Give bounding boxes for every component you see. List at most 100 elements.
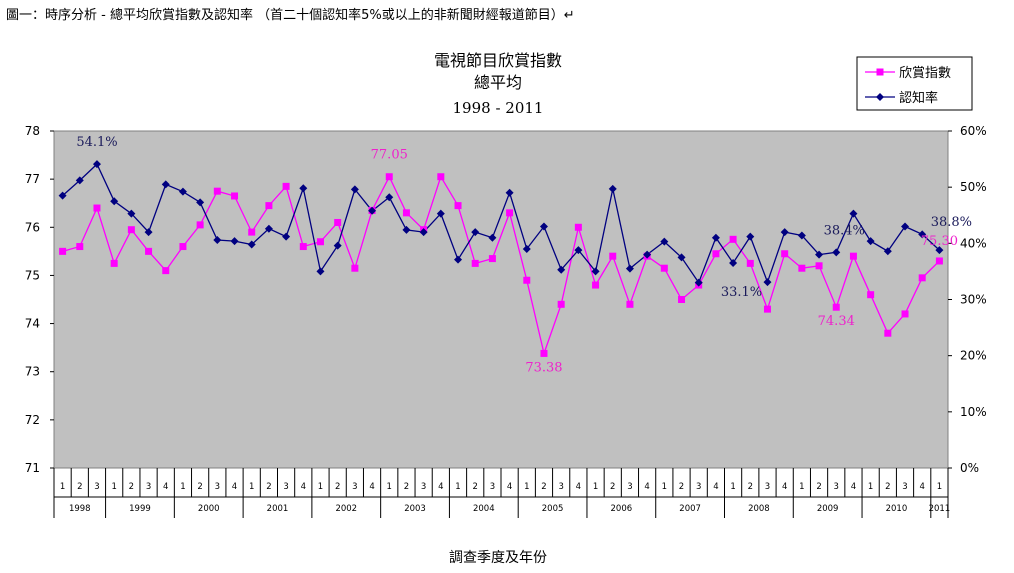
appreciation-index-point (781, 250, 789, 258)
x-quarter-label: 1 (662, 482, 667, 492)
awareness-rate-point (677, 253, 686, 262)
x-quarter-label: 3 (490, 482, 495, 492)
x-quarter-label: 1 (593, 482, 598, 492)
awareness-rate-point (419, 228, 428, 237)
appreciation-index-point (248, 228, 256, 236)
y-tick-label: 76 (25, 220, 40, 234)
awareness-rate-point (557, 265, 566, 274)
appreciation-index-point (918, 274, 926, 282)
figure-caption: 圖一：時序分析 - 總平均欣賞指數及認知率 （首二十個認知率5%或以上的非新聞財… (6, 8, 575, 23)
x-quarter-label: 2 (473, 482, 478, 492)
awareness-rate-point (230, 237, 239, 246)
y-tick-label: 72 (25, 413, 40, 427)
x-quarter-label: 1 (937, 482, 942, 492)
x-year-label: 2005 (542, 504, 564, 514)
y-tick-label: 78 (25, 124, 40, 138)
x-quarter-label: 4 (851, 482, 856, 492)
appreciation-index-point (746, 259, 754, 267)
x-quarter-label: 1 (387, 482, 392, 492)
chart-title: 電視節目欣賞指數 (434, 51, 562, 70)
x-year-label: 2000 (198, 504, 220, 514)
y-tick-label: 73 (25, 365, 40, 379)
data-label: 33.1% (721, 285, 762, 300)
appreciation-index-point (849, 252, 857, 260)
appreciation-index-point (815, 262, 823, 270)
awareness-rate-point (454, 255, 463, 264)
data-label: 38.4% (824, 223, 865, 238)
x-quarter-label: 3 (902, 482, 907, 492)
y2-tick-label: 60% (960, 124, 987, 138)
x-quarter-label: 3 (627, 482, 632, 492)
awareness-rate-point (75, 176, 84, 185)
x-year-label: 2011 (929, 504, 951, 514)
awareness-rate-point (92, 160, 101, 169)
awareness-rate-point (849, 209, 858, 218)
appreciation-index-point (437, 173, 445, 181)
x-quarter-label: 1 (799, 482, 804, 492)
x-quarter-label: 4 (920, 482, 925, 492)
appreciation-index-point (213, 187, 221, 195)
awareness-rate-point (815, 250, 824, 259)
x-quarter-label: 3 (94, 482, 99, 492)
appreciation-index-point (334, 218, 342, 226)
awareness-rate-point (729, 258, 738, 267)
x-quarter-label: 3 (146, 482, 151, 492)
appreciation-index-point (901, 310, 909, 318)
appreciation-index-point (316, 238, 324, 246)
x-quarter-label: 1 (868, 482, 873, 492)
appreciation-index-point (231, 192, 239, 200)
plot-area (53, 130, 949, 469)
appreciation-index-point (592, 281, 600, 289)
x-quarter-label: 3 (352, 482, 357, 492)
series-line-appreciation-index (62, 175, 940, 356)
appreciation-index-point (678, 296, 686, 303)
appreciation-index-point (832, 303, 840, 311)
awareness-rate-point (763, 278, 772, 287)
awareness-rate-point (196, 198, 205, 207)
x-year-label: 1998 (69, 504, 91, 514)
x-quarter-label: 1 (524, 482, 529, 492)
appreciation-index-point (506, 209, 514, 217)
y2-tick-label: 30% (960, 293, 987, 307)
awareness-rate-point (539, 222, 548, 231)
x-quarter-label: 1 (455, 482, 460, 492)
x-year-label: 2006 (611, 504, 633, 514)
x-quarter-label: 4 (438, 482, 443, 492)
x-quarter-label: 1 (249, 482, 254, 492)
appreciation-index-point (145, 247, 153, 255)
appreciation-index-point (162, 267, 170, 275)
awareness-rate-point (901, 222, 910, 231)
x-quarter-label: 2 (748, 482, 753, 492)
appreciation-index-point (179, 243, 187, 251)
appreciation-index-point (196, 221, 204, 229)
x-quarter-label: 3 (215, 482, 220, 492)
y-tick-label: 77 (25, 172, 40, 186)
x-quarter-label: 3 (558, 482, 563, 492)
y-tick-label: 75 (25, 268, 40, 282)
x-quarter-label: 2 (77, 482, 82, 492)
x-quarter-label: 2 (816, 482, 821, 492)
x-quarter-label: 4 (713, 482, 718, 492)
data-label: 74.34 (818, 314, 855, 329)
legend-marker-diamond (876, 93, 884, 101)
appreciation-index-point (127, 226, 135, 234)
awareness-rate-point (797, 231, 806, 240)
x-axis-title: 調查季度及年份 (449, 550, 547, 566)
appreciation-index-point (729, 235, 737, 243)
data-label: 38.8% (931, 215, 972, 230)
x-quarter-label: 4 (232, 482, 237, 492)
appreciation-index-point (935, 257, 943, 265)
legend-box (856, 56, 973, 111)
y2-tick-label: 20% (960, 349, 987, 363)
x-quarter-label: 3 (834, 482, 839, 492)
x-quarter-label: 3 (765, 482, 770, 492)
awareness-rate-point (746, 232, 755, 241)
legend-marker-square (876, 68, 884, 76)
awareness-rate-point (883, 247, 892, 256)
awareness-rate-point (178, 187, 187, 196)
x-quarter-label: 2 (197, 482, 202, 492)
appreciation-index-point (454, 202, 462, 210)
x-quarter-label: 4 (301, 482, 306, 492)
